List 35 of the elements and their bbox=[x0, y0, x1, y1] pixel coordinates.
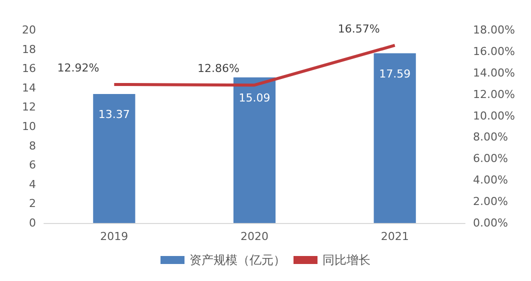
y2-tick-label: 18.00% bbox=[473, 24, 515, 36]
y2-tick-label: 12.00% bbox=[473, 88, 515, 101]
legend-label: 同比增长 bbox=[322, 253, 370, 267]
data-label: 12.92% bbox=[57, 61, 100, 74]
x-tick-label: 2021 bbox=[380, 230, 409, 243]
y-tick-label: 10 bbox=[22, 120, 36, 133]
y-tick-label: 8 bbox=[29, 139, 36, 152]
y2-tick-label: 14.00% bbox=[473, 66, 515, 80]
y-tick-label: 6 bbox=[29, 158, 36, 172]
y2-tick-label: 8.00% bbox=[473, 130, 508, 144]
y2-tick-label: 4.00% bbox=[473, 174, 508, 187]
y-tick-label: 20 bbox=[22, 24, 36, 36]
y2-tick-label: 10.00% bbox=[473, 109, 515, 122]
x-tick-label: 2020 bbox=[240, 230, 268, 243]
y2-tick-label: 2.00% bbox=[473, 195, 508, 208]
bar bbox=[374, 53, 416, 223]
x-tick-label: 2019 bbox=[100, 230, 128, 243]
legend-label: 资产规模（亿元） bbox=[190, 253, 286, 267]
y-tick-label: 0 bbox=[29, 216, 36, 230]
data-label: 15.09 bbox=[238, 91, 270, 104]
data-label: 16.57% bbox=[338, 22, 380, 36]
y-tick-label: 18 bbox=[22, 42, 36, 56]
y-tick-label: 14 bbox=[22, 81, 36, 94]
data-label: 12.86% bbox=[198, 62, 240, 76]
bar bbox=[93, 94, 136, 223]
data-label: 17.59 bbox=[379, 67, 411, 80]
y-tick-label: 2 bbox=[29, 197, 36, 210]
y-tick-label: 4 bbox=[29, 178, 36, 191]
bar bbox=[233, 77, 276, 223]
y-tick-label: 12 bbox=[22, 100, 36, 114]
y2-tick-label: 0.00% bbox=[473, 216, 508, 230]
y-tick-label: 16 bbox=[22, 62, 36, 76]
y2-tick-label: 6.00% bbox=[473, 152, 508, 166]
data-label: 13.37 bbox=[98, 108, 130, 121]
y2-tick-label: 16.00% bbox=[473, 44, 515, 58]
